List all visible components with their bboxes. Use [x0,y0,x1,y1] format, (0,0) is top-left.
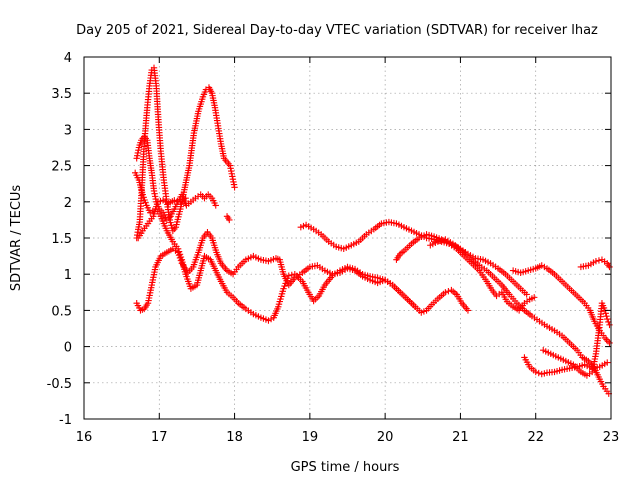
data-point-marker [603,312,610,320]
data-point-marker [606,321,613,329]
data-point-marker [227,167,235,175]
data-point-marker [182,194,189,202]
data-points [131,64,613,397]
data-point-marker [604,338,612,345]
data-point-marker [151,193,159,200]
data-point-marker [168,222,175,229]
data-point-marker [592,257,600,265]
x-axis-label: GPS time / hours [291,460,400,475]
series-trace-k [577,256,613,271]
axis-ticks: 16 17 18 19 20 21 22 23 -1 -0.5 0 0.5 1 1.5 2 2.5 3 3.5 4 [47,51,620,445]
data-point-marker [604,315,611,323]
data-point-marker [175,251,183,259]
data-point-marker [605,318,612,326]
x-tick-label: 19 [302,430,319,445]
y-tick-label: -1 [59,413,72,428]
chart-title: Day 205 of 2021, Sidereal Day-to-day VTE… [76,23,598,38]
series-trace-a [131,169,472,324]
data-point-marker [230,181,238,188]
data-point-marker [228,170,235,177]
data-point-marker [606,263,613,271]
data-point-marker [602,310,609,317]
data-point-marker [226,162,234,169]
data-point-marker [174,197,181,205]
data-point-marker [167,219,174,226]
series-trace-f [223,213,233,224]
y-tick-label: 2.5 [51,160,72,175]
data-point-marker [139,191,146,198]
series-trace-d [133,64,238,242]
data-point-marker [229,173,236,180]
data-point-marker [177,257,185,264]
series-trace-h [393,231,538,314]
plot-frame [83,56,612,420]
data-point-marker [288,271,295,279]
x-tick-label: 20 [377,430,394,445]
data-point-marker [603,336,610,343]
data-point-marker [285,272,292,279]
data-point-marker [141,196,148,204]
data-point-marker [151,190,158,197]
data-point-marker [135,147,142,154]
data-point-marker [606,339,613,347]
y-tick-label: 1 [64,268,72,283]
data-point-marker [150,187,158,195]
series-trace-j [509,262,613,347]
y-tick-label: 4 [64,51,72,66]
data-point-marker [412,303,419,310]
x-tick-label: 17 [151,430,168,445]
data-point-marker [171,197,178,204]
x-tick-label: 22 [527,430,544,445]
y-tick-label: 3.5 [51,87,72,102]
x-tick-label: 16 [76,430,93,445]
data-point-marker [531,294,538,301]
x-tick-label: 21 [452,430,469,445]
data-point-marker [230,178,237,186]
gridlines [84,57,611,419]
data-point-marker [532,368,539,376]
data-point-marker [174,249,182,256]
data-point-marker [442,289,449,296]
y-tick-label: -0.5 [47,377,72,392]
series-trace-m [540,299,613,379]
data-point-marker [142,199,149,206]
data-point-marker [166,216,174,224]
y-axis-label: SDTVAR / TECUs [9,185,24,292]
y-tick-label: 3 [64,123,72,138]
y-tick-label: 1.5 [51,232,72,247]
data-point-marker [226,216,233,224]
x-tick-label: 18 [226,430,243,445]
data-point-marker [134,152,141,159]
data-point-marker [604,359,611,366]
data-point-marker [231,184,238,191]
data-point-marker [464,307,472,314]
data-point-marker [227,165,234,172]
data-point-marker [176,254,184,262]
data-point-marker [134,149,142,157]
y-tick-label: 2 [64,196,72,211]
data-point-marker [535,369,542,377]
data-point-marker [212,202,219,209]
data-point-marker [133,155,140,162]
data-point-marker [595,257,603,264]
series-trace-i [427,236,530,298]
data-point-marker [229,175,237,183]
x-tick-label: 23 [603,430,620,445]
series-trace-e [135,194,189,242]
y-tick-label: 0.5 [51,304,72,319]
y-tick-label: 0 [64,341,72,356]
data-point-marker [523,291,530,298]
series-trace-b [133,229,419,314]
